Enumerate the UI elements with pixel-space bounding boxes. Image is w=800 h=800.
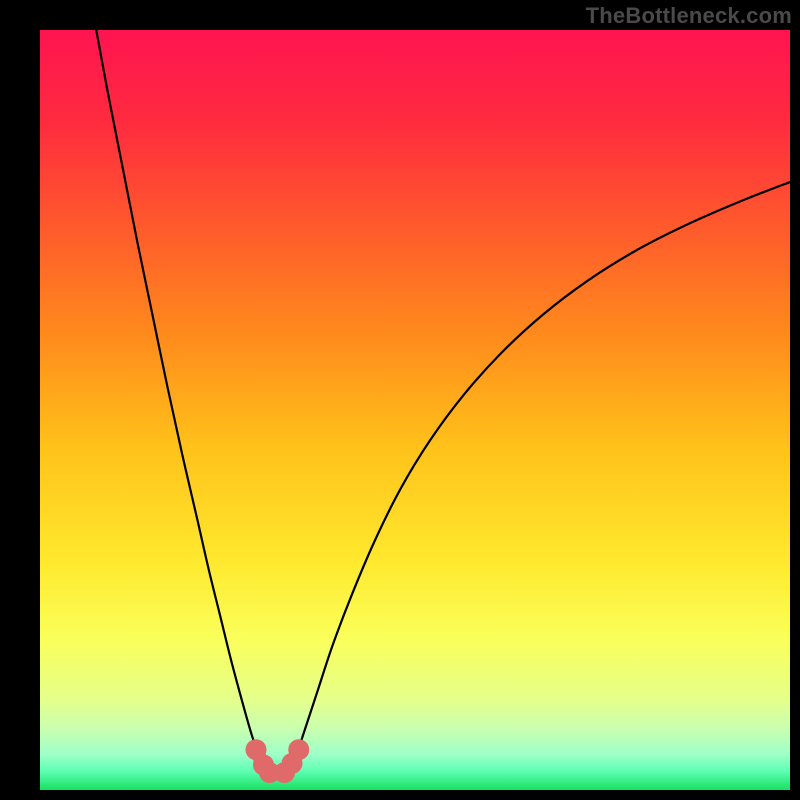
plot-area — [40, 30, 790, 790]
canvas: TheBottleneck.com — [0, 0, 800, 800]
chart-overlay — [40, 30, 790, 790]
right-curve — [299, 182, 790, 748]
curve-group — [96, 30, 790, 748]
left-curve — [96, 30, 256, 748]
marker-group — [246, 739, 310, 783]
marker-dot — [288, 739, 309, 760]
watermark-text: TheBottleneck.com — [586, 3, 792, 29]
